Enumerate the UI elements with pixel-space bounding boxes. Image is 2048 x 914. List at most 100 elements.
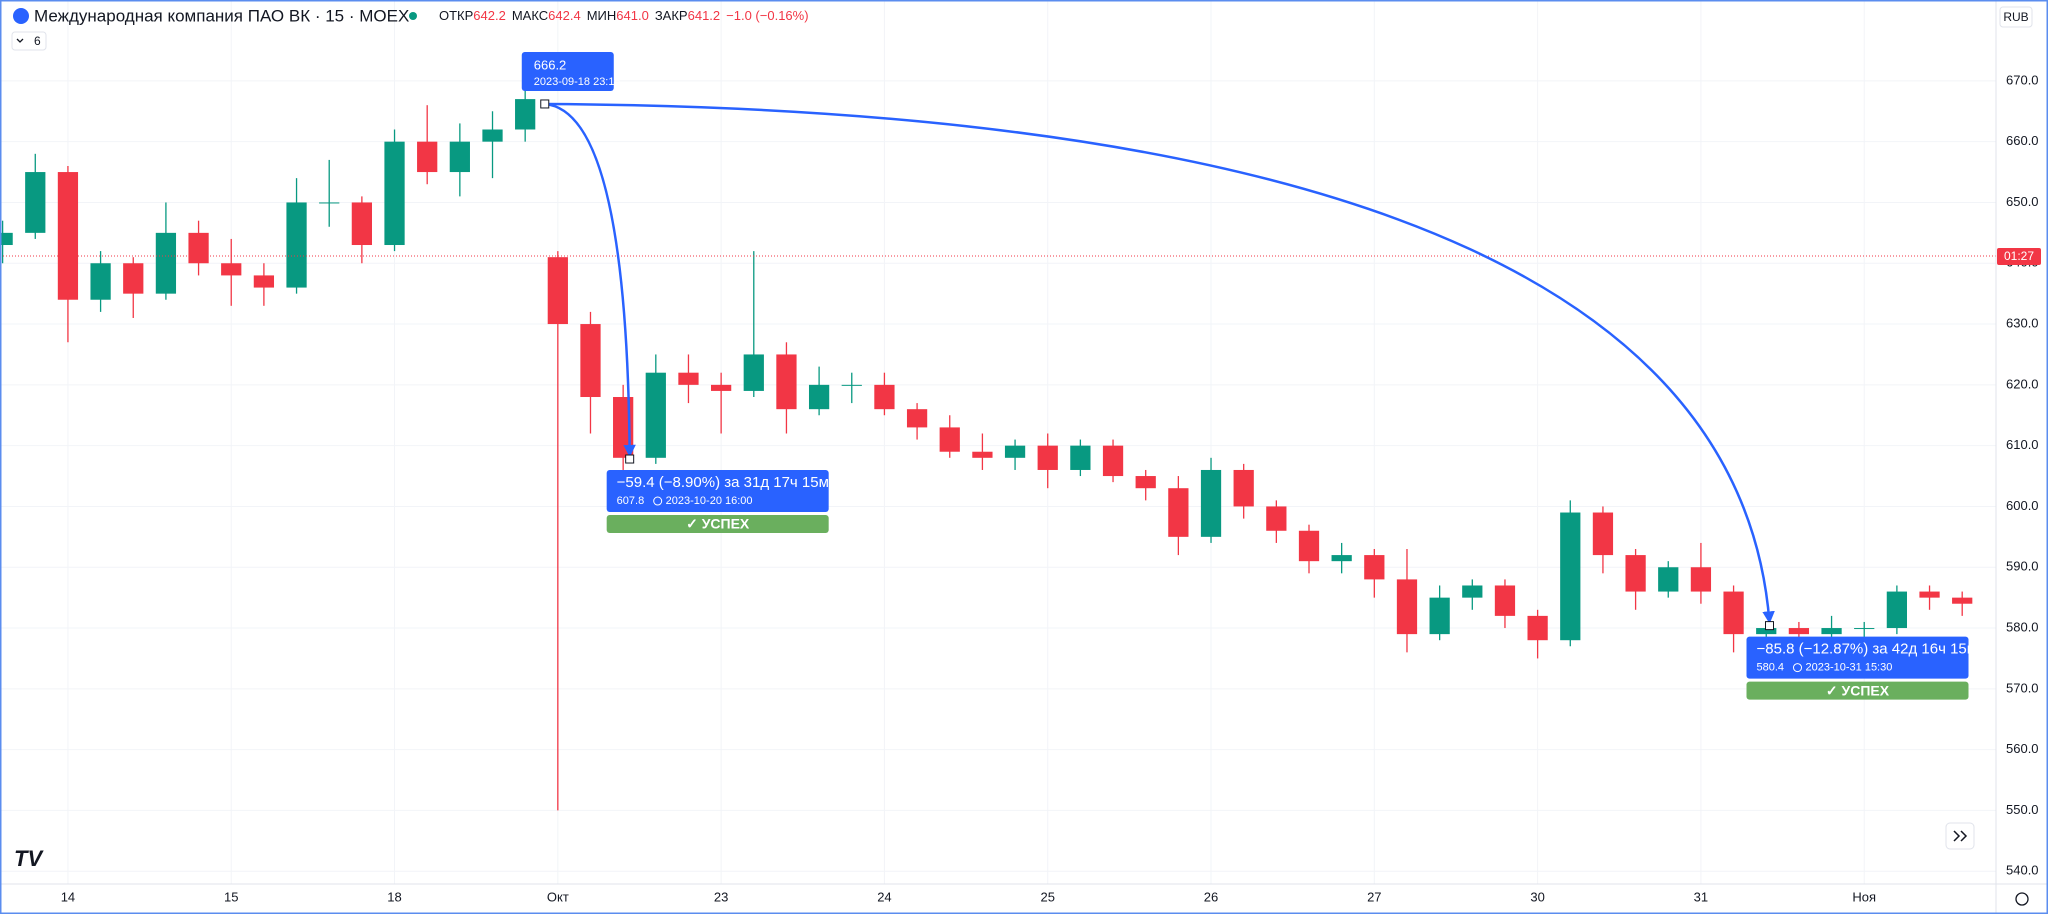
candle-body: [515, 99, 536, 130]
symbol-logo: [13, 8, 29, 24]
x-tick-label: 27: [1367, 889, 1381, 904]
indicator-count: 6: [34, 34, 41, 48]
candle-body: [678, 372, 699, 385]
x-tick-label: 18: [387, 889, 401, 904]
symbol-title[interactable]: Международная компания ПАО ВК · 15 · MOE…: [34, 6, 409, 25]
y-tick-label: 620.0: [2006, 376, 2039, 391]
target-label-bg: [1746, 636, 1969, 679]
candle-body: [90, 263, 111, 300]
candle-body: [1004, 445, 1026, 458]
candle-body: [1494, 585, 1516, 616]
candle-body: [286, 202, 307, 288]
candle-body: [1821, 628, 1842, 635]
x-tick-label: 30: [1530, 889, 1544, 904]
label: МАКС: [512, 8, 548, 23]
y-tick-label: 550.0: [2006, 802, 2039, 817]
y-tick-label: 540.0: [2006, 863, 2039, 878]
candle-body: [482, 129, 503, 142]
x-tick-label: 25: [1040, 889, 1054, 904]
candle-body: [645, 372, 666, 458]
candle-body: [1723, 591, 1744, 635]
price-countdown: 01:27: [2004, 249, 2034, 263]
label: МИН: [587, 8, 617, 23]
candle-body: [1037, 445, 1058, 470]
target-change: −85.8 (−12.87%) за 42д 16ч 15м: [1757, 641, 1978, 658]
y-tick-label: 570.0: [2006, 680, 2039, 695]
candle-body: [0, 232, 13, 246]
candle-body: [25, 172, 46, 233]
target-point: [625, 454, 635, 464]
status: ✓ УСПЕХ: [686, 516, 750, 532]
status-bg: [606, 515, 829, 534]
y-tick-label: 630.0: [2006, 315, 2039, 330]
ohlc: ОТКР642.2 МАКС642.4 МИН641.0 ЗАКР641.2 −1.0 …: [439, 8, 809, 23]
candle-body: [972, 451, 993, 458]
value: 642.2: [473, 8, 506, 23]
target-price: 607.8: [617, 495, 645, 507]
target-label-bg: [606, 470, 829, 513]
candle-body: [1527, 615, 1548, 641]
candle-body: [1102, 445, 1124, 477]
x-tick-label: 23: [714, 889, 728, 904]
y-tick-label: 590.0: [2006, 559, 2039, 574]
value: 641.2: [688, 8, 721, 23]
candle-body: [449, 141, 470, 173]
currency: RUB: [2003, 10, 2028, 24]
candle-body: [1135, 476, 1156, 489]
target-point: [1765, 621, 1775, 631]
start-price: 666.2: [534, 57, 567, 72]
candle-body: [874, 384, 895, 410]
candle-body: [1200, 469, 1222, 537]
start-label-bg: [521, 51, 614, 91]
chevron: [16, 38, 24, 43]
value: 642.4: [548, 8, 581, 23]
currency-button[interactable]: [1999, 6, 2033, 28]
candle-body: [1298, 530, 1320, 562]
start-point: [540, 99, 550, 109]
candle-body: [1266, 506, 1287, 531]
candle-body: [188, 232, 209, 264]
status-bg: [1746, 681, 1969, 700]
market-status: [409, 12, 417, 20]
candle-body: [1233, 469, 1254, 507]
change: −1.0 (−0.16%): [726, 8, 808, 23]
candle-body: [776, 354, 797, 410]
x-tick-label: 26: [1204, 889, 1218, 904]
x-tick-label: Окт: [547, 889, 569, 904]
candle-body: [1070, 445, 1091, 470]
value: 641.0: [616, 8, 649, 23]
x-tick-label: 15: [224, 889, 238, 904]
target-time: 2023-10-20 16:00: [666, 495, 753, 507]
target-price: 580.4: [1757, 662, 1785, 674]
candle-body: [57, 172, 79, 300]
candle-body: [1429, 597, 1450, 635]
settings-button[interactable]: [2015, 892, 2029, 906]
candle-body: [580, 324, 601, 398]
measure-arrow: [544, 102, 636, 458]
candle-body: [384, 141, 405, 246]
candle-body: [253, 275, 275, 288]
candle-body: [1625, 555, 1646, 592]
x-tick-label: 14: [61, 889, 75, 904]
candle-body: [743, 354, 764, 391]
label: ОТКР: [439, 8, 473, 23]
indicators-toggle[interactable]: [11, 31, 47, 51]
candle-body: [1690, 567, 1712, 592]
candle-body: [1952, 597, 1973, 604]
candle-body: [1396, 579, 1418, 635]
time-icon: [1793, 663, 1803, 673]
candle-body: [155, 232, 177, 294]
y-tick-label: 560.0: [2006, 741, 2039, 756]
candle-body: [1886, 591, 1908, 629]
candle-body: [221, 263, 242, 276]
candle-body: [906, 409, 928, 428]
candle-body: [1788, 628, 1810, 635]
target-change: −59.4 (−8.90%) за 31д 17ч 15м: [617, 474, 829, 491]
tv-logo[interactable]: TV: [14, 846, 44, 871]
x-tick-label: 31: [1694, 889, 1708, 904]
status: ✓ УСПЕХ: [1826, 682, 1890, 698]
x-tick-label: 24: [877, 889, 891, 904]
candle-body: [547, 257, 568, 325]
